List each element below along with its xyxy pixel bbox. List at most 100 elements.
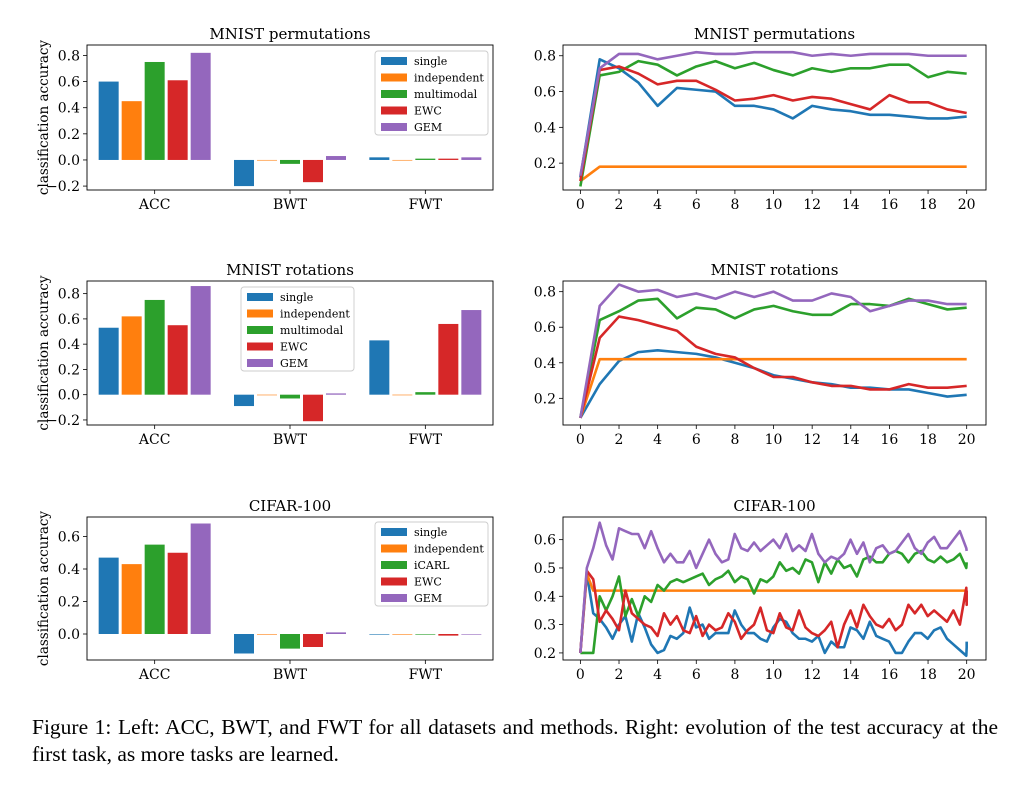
- legend-label: EWC: [414, 105, 442, 118]
- bar-bwt-multimodal: [280, 159, 300, 164]
- bar-fwt-independent: [392, 159, 413, 161]
- legend-label: independent: [280, 308, 350, 321]
- x-tick-label: ACC: [138, 432, 171, 448]
- x-tick-label: 2: [615, 432, 624, 448]
- x-tick-label: 8: [730, 667, 739, 683]
- figure-caption: Figure 1: Left: ACC, BWT, and FWT for al…: [32, 715, 998, 766]
- x-tick-label: 12: [803, 432, 821, 448]
- bar-bwt-independent: [257, 634, 277, 635]
- legend-swatch-multimodal: [247, 326, 273, 334]
- series-line-third: [580, 549, 968, 655]
- x-tick-label: 0: [576, 667, 585, 683]
- legend-swatch-gem: [381, 123, 407, 131]
- bar-acc-independent: [121, 101, 142, 160]
- chart-title: CIFAR-100: [733, 497, 815, 515]
- legend-swatch-independent: [247, 309, 273, 318]
- legend-label: multimodal: [280, 324, 344, 337]
- x-tick-label: 10: [765, 432, 783, 448]
- y-tick-label: 0.8: [58, 48, 80, 64]
- x-tick-label: BWT: [273, 197, 308, 213]
- series-line-EWC: [579, 315, 967, 419]
- x-tick-label: 8: [730, 197, 739, 213]
- x-tick-label: FWT: [409, 197, 443, 213]
- x-tick-label: ACC: [138, 667, 171, 683]
- legend-swatch-gem: [381, 594, 407, 602]
- x-tick-label: BWT: [273, 667, 308, 683]
- y-tick-label: 0.6: [58, 312, 80, 328]
- y-tick-label: 0.6: [534, 533, 556, 549]
- bar-fwt-single: [369, 157, 390, 160]
- x-tick-label: BWT: [273, 432, 308, 448]
- x-tick-label: 0: [576, 197, 585, 213]
- bar-fwt-independent: [392, 394, 413, 396]
- bar-fwt-gem: [461, 634, 482, 635]
- bar-bwt-ewc: [303, 394, 323, 422]
- legend-swatch-ewc: [381, 106, 407, 115]
- legend-swatch-single: [381, 528, 407, 536]
- y-tick-label: 0.2: [534, 391, 556, 407]
- bar-bwt-gem: [326, 156, 346, 160]
- bar-bwt-independent: [257, 159, 277, 161]
- legend-swatch-ewc: [381, 577, 407, 586]
- series-line-EWC: [579, 569, 968, 654]
- bar-bwt-ewc: [303, 634, 323, 647]
- bar-acc-independent: [121, 564, 142, 634]
- y-tick-label: −0.2: [46, 413, 80, 429]
- y-tick-label: −0.2: [46, 179, 80, 195]
- y-tick-label: 0.4: [58, 101, 80, 117]
- y-axis-label: classification accuracy: [36, 275, 52, 430]
- chart-title: MNIST rotations: [226, 261, 354, 279]
- legend-label: independent: [414, 72, 484, 85]
- x-tick-label: 2: [615, 667, 624, 683]
- x-tick-label: 10: [765, 667, 783, 683]
- bar-bwt-single: [234, 159, 254, 187]
- x-tick-label: 20: [958, 197, 976, 213]
- legend-label: single: [414, 55, 447, 68]
- series-line-GEM: [579, 50, 967, 176]
- series-line-GEM: [579, 283, 967, 419]
- x-tick-label: 4: [653, 667, 662, 683]
- y-axis-label: classification accuracy: [36, 40, 52, 195]
- legend-label: single: [280, 291, 313, 304]
- y-tick-label: 0.2: [534, 646, 556, 662]
- legend-swatch-single: [247, 293, 273, 301]
- bar-acc-independent: [121, 316, 142, 395]
- y-tick-label: 0.5: [534, 561, 556, 577]
- legend-swatch-single: [381, 57, 407, 65]
- y-tick-label: 0.2: [58, 595, 80, 611]
- bar-fwt-multimodal: [415, 392, 436, 395]
- bar-bwt-independent: [257, 394, 277, 396]
- series-line-EWC: [579, 65, 967, 182]
- y-tick-label: 0.0: [58, 627, 80, 643]
- figure-panels: MNIST permutations ACC BWT FWT −0.2 0.0 0.2 0.4…: [36, 25, 987, 683]
- bar-chart-0: MNIST permutations ACC BWT FWT −0.2 0.0 0.2 0.4…: [36, 25, 494, 213]
- legend-label: GEM: [414, 121, 442, 134]
- plot-frame: [86, 280, 494, 426]
- x-tick-label: 16: [881, 667, 899, 683]
- plot-frame: [86, 44, 494, 191]
- series-line-independent: [579, 572, 968, 654]
- bar-acc-single: [98, 327, 119, 395]
- x-tick-label: 16: [881, 432, 899, 448]
- legend-label: single: [414, 526, 447, 539]
- legend-label: independent: [414, 543, 484, 556]
- x-tick-label: 18: [919, 667, 937, 683]
- y-tick-label: 0.6: [534, 320, 556, 336]
- y-tick-label: 0.2: [534, 156, 556, 172]
- bar-bwt-gem: [326, 632, 346, 634]
- x-tick-label: 6: [692, 667, 701, 683]
- series-line-independent: [579, 165, 967, 183]
- bar-fwt-single: [369, 340, 390, 395]
- y-tick-label: 0.0: [58, 153, 80, 169]
- bar-acc-multimodal: [144, 61, 165, 160]
- bar-acc-gem: [190, 52, 211, 160]
- y-tick-label: 0.2: [58, 362, 80, 378]
- legend: single independent multimodal EWC GEM: [240, 286, 355, 372]
- bar-bwt-multimodal: [280, 394, 300, 399]
- line-chart-5: CIFAR-100 0 2 4 6 8 10 12 14 16 18 20 0.2 0.3 0.4 0.5 0.…: [534, 497, 987, 683]
- bar-fwt-single: [369, 634, 390, 635]
- y-axis-label: classification accuracy: [36, 511, 52, 666]
- chart-title: MNIST permutations: [694, 25, 855, 43]
- y-tick-label: 0.6: [58, 75, 80, 91]
- x-tick-label: 12: [803, 667, 821, 683]
